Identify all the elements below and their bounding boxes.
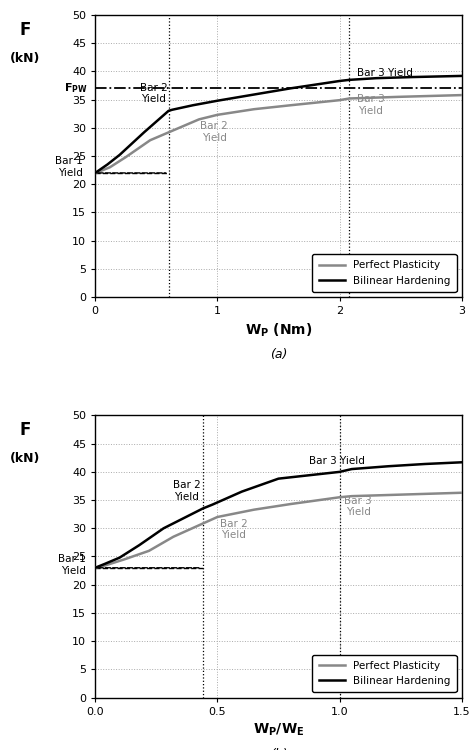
Text: Bar 3 Yield: Bar 3 Yield <box>309 456 365 466</box>
Text: Bar 2
Yield: Bar 2 Yield <box>139 82 167 104</box>
Text: Bar 2
Yield: Bar 2 Yield <box>172 480 200 502</box>
Text: (kN): (kN) <box>10 452 41 465</box>
Text: F: F <box>20 421 31 439</box>
Text: (b): (b) <box>269 748 288 750</box>
Text: (kN): (kN) <box>10 52 41 64</box>
Text: Bar 1
Yield: Bar 1 Yield <box>58 554 85 576</box>
Legend: Perfect Plasticity, Bilinear Hardening: Perfect Plasticity, Bilinear Hardening <box>312 655 456 692</box>
Text: (a): (a) <box>270 348 287 361</box>
X-axis label: $\mathbf{W_P}$ $\mathbf{(Nm)}$: $\mathbf{W_P}$ $\mathbf{(Nm)}$ <box>245 322 312 339</box>
Text: Bar 2
Yield: Bar 2 Yield <box>220 519 248 540</box>
Legend: Perfect Plasticity, Bilinear Hardening: Perfect Plasticity, Bilinear Hardening <box>312 254 456 292</box>
Text: Bar 2
Yield: Bar 2 Yield <box>200 121 228 142</box>
X-axis label: $\mathbf{W_P/W_E}$: $\mathbf{W_P/W_E}$ <box>253 722 304 739</box>
Text: $\mathbf{F_{PW}}$: $\mathbf{F_{PW}}$ <box>64 82 88 95</box>
Text: Bar 3
Yield: Bar 3 Yield <box>345 496 372 517</box>
Text: F: F <box>20 21 31 39</box>
Text: Bar 3 Yield: Bar 3 Yield <box>357 68 413 78</box>
Text: Bar 1
Yield: Bar 1 Yield <box>55 157 83 178</box>
Text: Bar 3
Yield: Bar 3 Yield <box>357 94 385 116</box>
